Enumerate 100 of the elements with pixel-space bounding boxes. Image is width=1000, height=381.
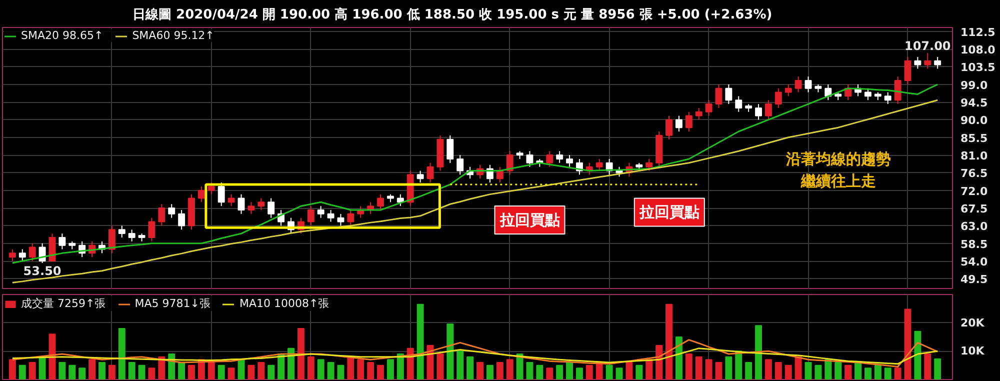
bar	[78, 368, 86, 380]
bar	[128, 362, 136, 380]
bar	[656, 345, 663, 380]
candlestick	[804, 76, 812, 93]
bar	[58, 362, 66, 380]
bar	[546, 368, 554, 380]
y-tick-label: 81.0	[960, 150, 988, 163]
bar	[466, 356, 474, 380]
legend-label: SMA60 95.12↑	[132, 29, 214, 42]
line-series	[12, 348, 938, 365]
candlestick	[526, 150, 534, 168]
y-tick-label: 10K	[960, 344, 985, 358]
bar	[367, 362, 374, 380]
y-tick-label: 94.5	[960, 96, 988, 110]
bar	[685, 354, 692, 380]
bar	[327, 362, 334, 380]
candlestick	[646, 158, 653, 172]
y-tick-label: 58.5	[960, 238, 988, 251]
y-tick-label: 103.5	[960, 61, 996, 74]
bar	[884, 368, 892, 380]
bar	[88, 359, 96, 380]
bar	[626, 362, 633, 380]
candlestick	[715, 84, 722, 108]
bar	[804, 362, 812, 380]
y-tick-label: 20K	[960, 316, 985, 330]
y-tick-label: 49.5	[960, 273, 988, 286]
annotation: 53.50	[23, 264, 62, 278]
candlestick	[924, 52, 932, 70]
bar	[396, 354, 404, 380]
annotation: 107.00	[904, 39, 951, 54]
bar	[248, 364, 255, 380]
bar	[784, 364, 792, 380]
candlestick	[666, 115, 672, 140]
bar	[307, 356, 314, 380]
candlestick	[794, 76, 802, 93]
candlestick	[735, 96, 742, 112]
bar	[178, 362, 186, 380]
candlestick	[128, 229, 136, 242]
bar	[148, 368, 156, 380]
candlestick	[238, 194, 245, 214]
annotation: 拉回買點	[638, 203, 700, 222]
bar	[476, 362, 484, 380]
bar	[436, 354, 444, 380]
bar	[8, 359, 16, 380]
bar	[258, 362, 265, 380]
chart-title: 日線圖 2020/04/24 開 190.00 高 196.00 低 188.50 收 195.00 s 元 量 8956 張 +5.00 (+2.63%)	[132, 6, 772, 22]
candlestick	[168, 204, 176, 218]
y-tick-label: 67.5	[960, 202, 988, 216]
candlestick	[784, 84, 792, 97]
legend-label: SMA20 98.65↑	[21, 29, 104, 42]
annotation: 沿著均線的趨勢繼續往上走	[785, 150, 891, 190]
bar	[576, 368, 583, 380]
y-tick-label: 99.0	[960, 78, 988, 92]
bar	[377, 364, 384, 380]
candlestick	[894, 76, 902, 105]
bar	[705, 359, 712, 380]
bar	[666, 304, 672, 380]
bar	[138, 364, 146, 380]
y-tick-label: 108.0	[960, 44, 996, 57]
candlestick	[764, 100, 772, 120]
bar	[755, 325, 762, 380]
candlestick	[426, 162, 434, 184]
candlestick	[884, 92, 892, 105]
candlestick	[317, 206, 324, 218]
legend-label: MA5 9781↓張	[134, 296, 210, 311]
bar	[347, 356, 354, 380]
bar	[814, 364, 822, 380]
bar	[516, 354, 524, 380]
bar	[914, 330, 922, 380]
bar	[456, 350, 464, 380]
bar	[526, 362, 534, 380]
bar	[725, 356, 732, 380]
bar	[764, 359, 772, 380]
candlestick	[228, 194, 235, 207]
bar	[636, 364, 643, 380]
bar	[834, 362, 842, 380]
bar	[854, 362, 862, 380]
candlestick	[934, 56, 942, 70]
bar	[586, 364, 593, 380]
bar	[38, 356, 46, 380]
candlestick	[337, 213, 344, 226]
bar	[28, 362, 36, 380]
bar	[556, 364, 564, 380]
candlestick	[178, 210, 186, 230]
legend-label: MA10 10008↑張	[239, 296, 330, 311]
candlestick	[218, 182, 225, 207]
candlestick	[556, 150, 564, 164]
line-series	[12, 339, 938, 368]
bar	[745, 362, 752, 380]
bar	[18, 364, 26, 380]
candlestick	[158, 204, 166, 226]
bar	[268, 364, 275, 380]
bar	[208, 362, 215, 380]
bar	[646, 359, 653, 380]
bar	[606, 364, 613, 380]
bar	[774, 362, 782, 380]
bar	[506, 359, 514, 380]
candlestick	[506, 150, 514, 176]
annotation: 拉回買點	[498, 211, 560, 230]
bar	[566, 362, 573, 380]
